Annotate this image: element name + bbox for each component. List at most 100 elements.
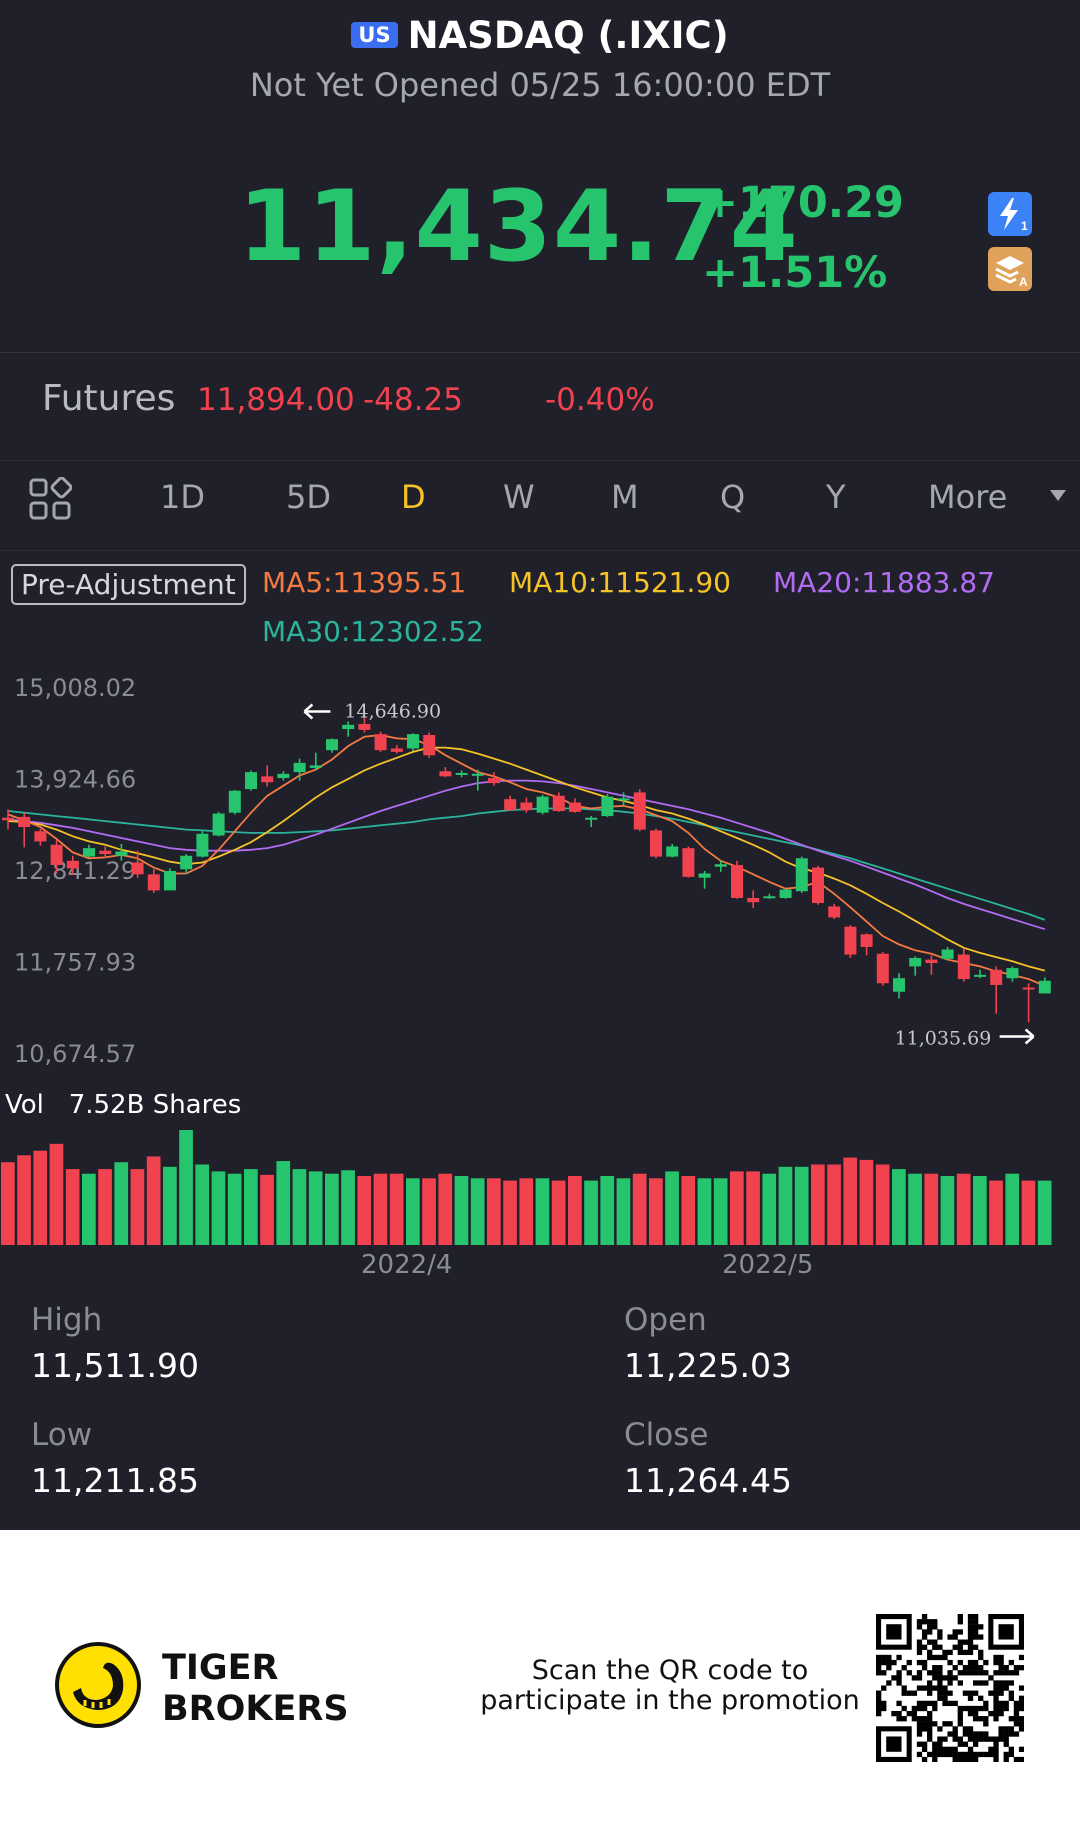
tab-quarter[interactable]: Q [720,478,746,516]
candle [83,844,95,858]
candle [633,789,646,832]
tab-week[interactable]: W [503,478,535,516]
candle [439,767,452,778]
candle [876,952,889,986]
tab-1d[interactable]: 1D [160,478,205,516]
volume-bar [713,1178,728,1245]
candle [601,794,614,817]
volume-bar [584,1180,598,1245]
volume-bar [649,1178,663,1245]
tab-day[interactable]: D [401,478,426,516]
volume-bar [730,1171,744,1245]
volume-bar [503,1180,517,1245]
candle [666,843,679,858]
volume-bar [794,1166,809,1245]
volume-bar [82,1173,96,1245]
candle [309,752,322,771]
volume-bar [1037,1180,1052,1245]
tab-month[interactable]: M [611,478,639,516]
candle [34,828,47,846]
ma30-value: MA30:12302.52 [262,615,484,648]
y-tick-label: 13,924.66 [14,766,136,794]
candle [504,795,517,811]
volume-bar [454,1176,469,1245]
candle [552,792,565,812]
volume-bar [98,1169,112,1245]
candle [779,888,792,899]
volume-bar [179,1130,193,1245]
low-label: Low [31,1417,93,1453]
candle [747,890,760,909]
candle [925,955,938,975]
volume-value: 7.52B Shares [68,1090,242,1120]
volume-bar [227,1173,242,1245]
volume-bar [292,1169,307,1245]
candle [374,731,387,752]
qr-code [876,1614,1024,1762]
ma5-line [7,734,1046,987]
volume-label: Vol 7.52B Shares [5,1090,242,1120]
high-value: 11,511.90 [31,1346,199,1385]
candle [650,828,662,859]
futures-label: Futures [42,378,176,419]
volume-bar [1005,1173,1020,1245]
candle [261,765,274,787]
low-annotation: 11,035.69 [895,1028,1035,1050]
ma5-value: MA5:11395.51 [262,566,467,599]
candle [326,738,338,753]
volume-bar [568,1176,582,1245]
candle [66,855,79,876]
volume-bar [665,1171,679,1245]
candle [50,839,63,874]
price-change-percent: +1.51% [702,248,888,298]
candle [423,732,436,758]
layers-icon[interactable]: A [988,247,1032,291]
quote-panel [0,0,1080,1530]
page-title: US NASDAQ (.IXIC) [0,14,1080,57]
svg-text:1: 1 [1021,219,1028,233]
volume-chart[interactable] [0,1125,1080,1245]
candle [1006,966,1019,982]
volume-bar [422,1178,436,1245]
volume-bar [827,1164,841,1245]
candle [763,893,776,899]
candle [990,966,1003,1014]
candlestick-chart[interactable]: 15,008.0213,924.6612,841.2911,757.9310,6… [0,655,1080,1085]
candle [974,969,986,979]
y-tick-label: 11,757.93 [14,949,136,977]
candle [131,850,144,878]
index-title: NASDAQ (.IXIC) [407,14,729,57]
pre-adjustment-toggle[interactable]: Pre-Adjustment [11,564,246,605]
candle [812,865,824,905]
layout-grid-icon[interactable] [28,476,73,521]
volume-bar [778,1166,793,1245]
close-value: 11,264.45 [624,1461,792,1500]
candle [1022,983,1035,1023]
candle [795,856,808,893]
candle [358,717,371,733]
chevron-down-icon[interactable] [1050,490,1066,501]
high-label: High [31,1302,103,1338]
candle [941,946,954,961]
ma30-line [7,807,1046,921]
tab-more[interactable]: More [928,478,1008,516]
candle [569,798,581,813]
ma20-line [7,779,1046,931]
volume-bar [956,1173,971,1245]
candle [682,846,695,878]
level1-quote-icon[interactable]: 1 [988,192,1032,236]
candle [164,868,176,891]
x-axis-label: 2022/4 [361,1250,453,1280]
volume-bar [114,1162,129,1245]
market-status: Not Yet Opened 05/25 16:00:00 EDT [249,66,831,104]
tab-5d[interactable]: 5D [286,478,331,516]
candle [115,843,128,861]
volume-bar [438,1173,453,1245]
candle [18,812,31,848]
volume-bar [341,1170,355,1245]
candle [471,769,484,791]
volume-bar [843,1157,858,1245]
volume-bar [1021,1180,1036,1245]
volume-bar [973,1176,987,1245]
tab-year[interactable]: Y [826,478,846,516]
